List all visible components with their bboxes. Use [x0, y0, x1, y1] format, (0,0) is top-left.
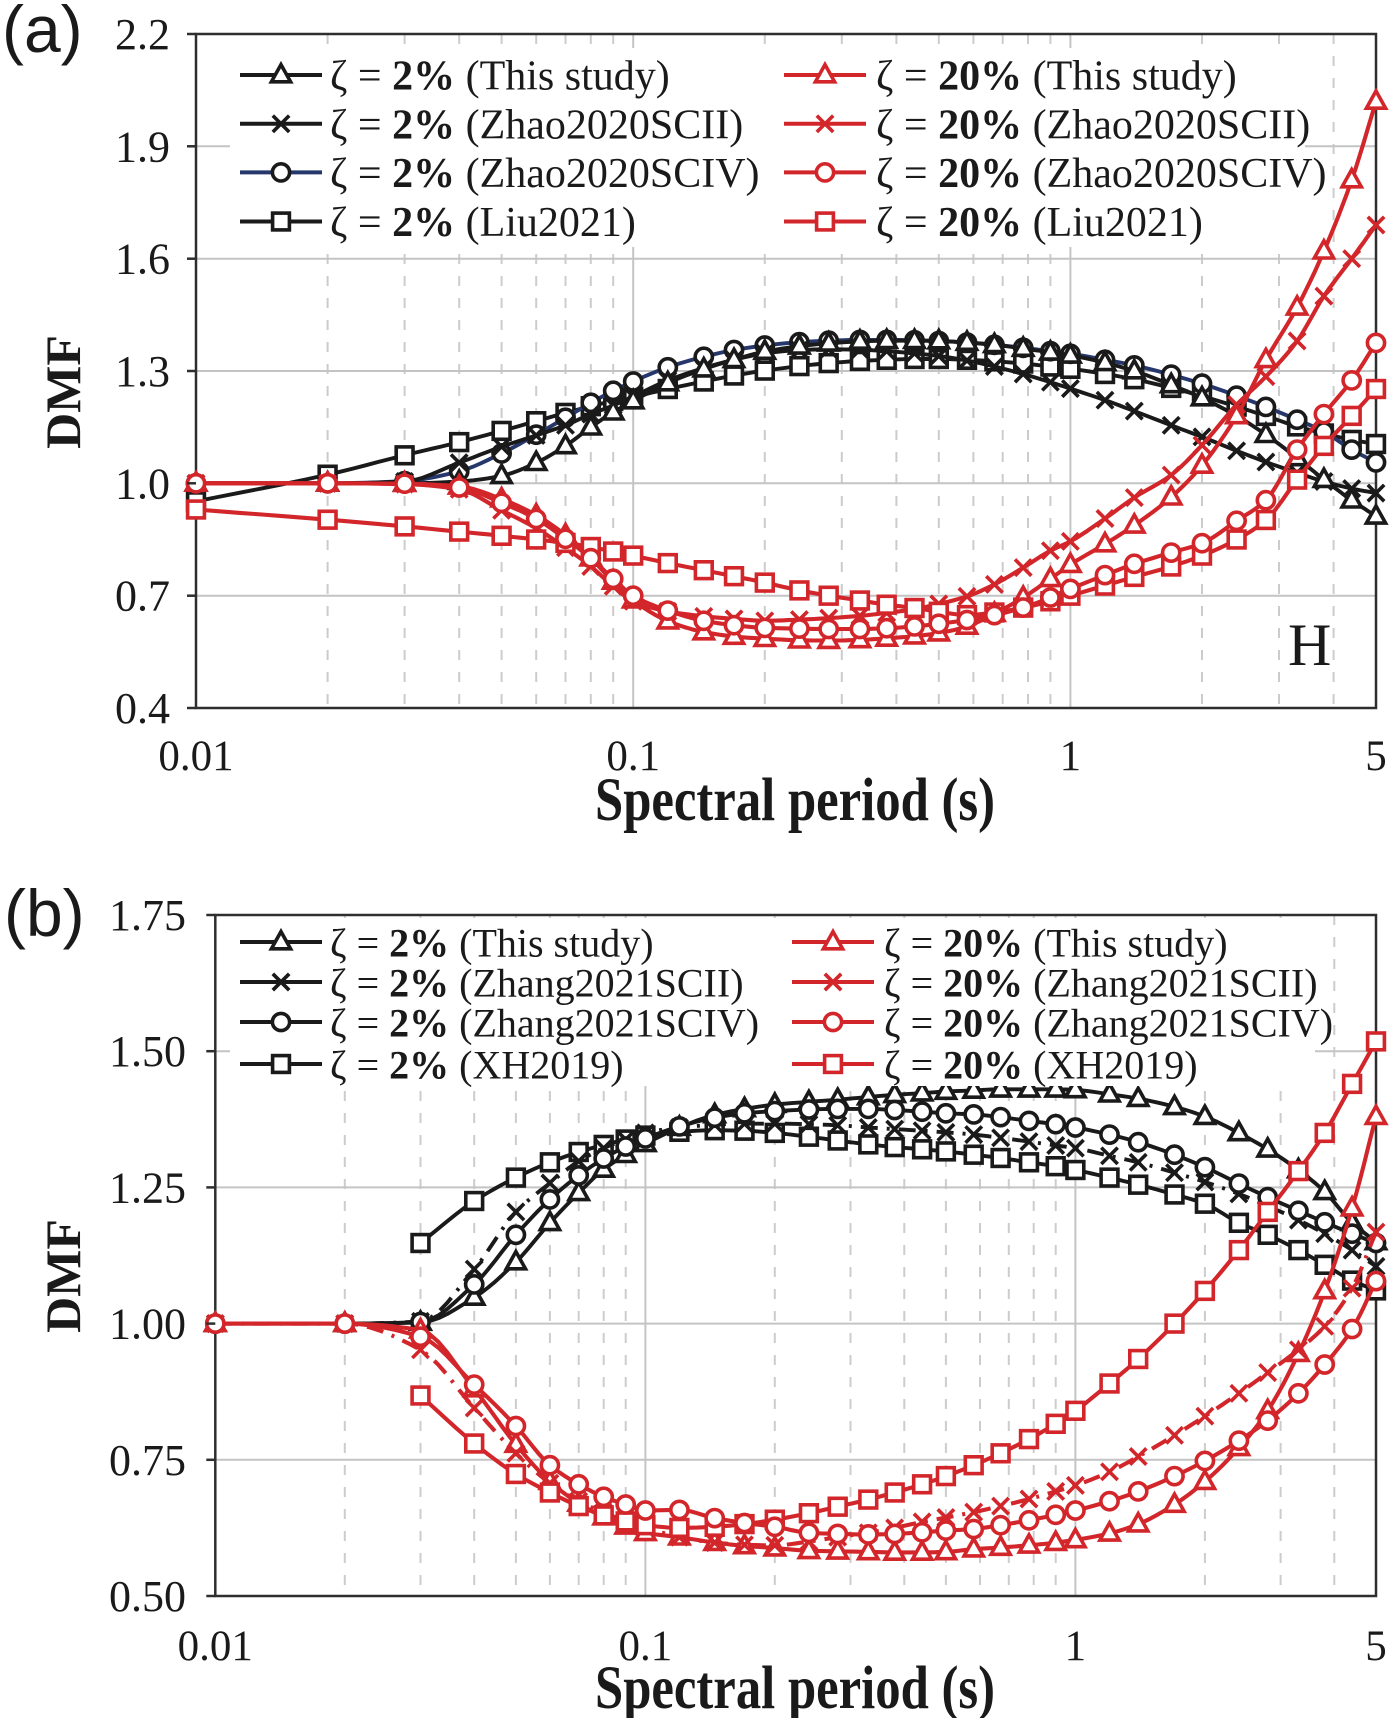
svg-text:1.3: 1.3 — [115, 347, 170, 396]
svg-text:ζ = 2% (Zhao2020SCII): ζ = 2% (Zhao2020SCII) — [330, 102, 743, 148]
svg-text:1.50: 1.50 — [109, 1027, 186, 1076]
svg-text:0.75: 0.75 — [109, 1436, 186, 1485]
svg-text:ζ = 2% (Zhang2021SCIV): ζ = 2% (Zhang2021SCIV) — [330, 1001, 759, 1046]
svg-text:5: 5 — [1365, 733, 1387, 780]
svg-text:0.4: 0.4 — [115, 684, 170, 733]
svg-text:0.01: 0.01 — [178, 1623, 253, 1670]
svg-text:1.6: 1.6 — [115, 235, 170, 284]
svg-text:ζ = 2% (Zhao2020SCIV): ζ = 2% (Zhao2020SCIV) — [330, 151, 760, 197]
svg-text:ζ = 20% (This study): ζ = 20% (This study) — [884, 921, 1228, 966]
svg-text:Spectral period (s): Spectral period (s) — [595, 1655, 995, 1718]
svg-text:ζ = 20% (This study): ζ = 20% (This study) — [876, 54, 1237, 100]
svg-text:ζ = 20% (Zhang2021SCIV): ζ = 20% (Zhang2021SCIV) — [884, 1001, 1333, 1046]
svg-text:1.25: 1.25 — [109, 1163, 186, 1212]
svg-text:0.7: 0.7 — [115, 572, 170, 621]
svg-text:0.01: 0.01 — [158, 733, 233, 780]
svg-text:ζ = 2% (XH2019): ζ = 2% (XH2019) — [330, 1043, 624, 1088]
svg-text:0.50: 0.50 — [109, 1572, 186, 1621]
svg-text:H: H — [1288, 612, 1331, 678]
svg-text:ζ = 2% (This study): ζ = 2% (This study) — [330, 54, 670, 100]
svg-text:1: 1 — [1065, 1623, 1087, 1670]
svg-text:Spectral period (s): Spectral period (s) — [595, 767, 995, 834]
svg-text:5: 5 — [1365, 1623, 1387, 1670]
svg-text:0.1: 0.1 — [606, 733, 660, 780]
svg-text:ζ = 20% (Zhao2020SCII): ζ = 20% (Zhao2020SCII) — [876, 102, 1310, 148]
svg-text:1.75: 1.75 — [109, 891, 186, 940]
svg-text:ζ = 20% (Liu2021): ζ = 20% (Liu2021) — [876, 200, 1203, 246]
svg-text:ζ = 20% (Zhao2020SCIV): ζ = 20% (Zhao2020SCIV) — [876, 151, 1327, 197]
svg-text:1.00: 1.00 — [109, 1300, 186, 1349]
svg-text:DMF: DMF — [35, 1219, 91, 1333]
svg-text:(a): (a) — [2, 0, 83, 66]
svg-text:1.0: 1.0 — [115, 459, 170, 508]
svg-text:0.1: 0.1 — [619, 1623, 673, 1670]
svg-text:ζ = 2% (Zhang2021SCII): ζ = 2% (Zhang2021SCII) — [330, 961, 744, 1006]
svg-text:1.9: 1.9 — [115, 122, 170, 171]
svg-text:DMF: DMF — [35, 335, 91, 449]
svg-text:ζ = 2% (This study): ζ = 2% (This study) — [330, 921, 654, 966]
svg-text:ζ = 2% (Liu2021): ζ = 2% (Liu2021) — [330, 200, 636, 246]
svg-text:1: 1 — [1060, 733, 1082, 780]
svg-text:ζ = 20% (Zhang2021SCII): ζ = 20% (Zhang2021SCII) — [884, 961, 1318, 1006]
svg-text:(b): (b) — [4, 876, 85, 950]
svg-text:ζ = 20% (XH2019): ζ = 20% (XH2019) — [884, 1043, 1198, 1088]
svg-text:2.2: 2.2 — [115, 10, 170, 59]
